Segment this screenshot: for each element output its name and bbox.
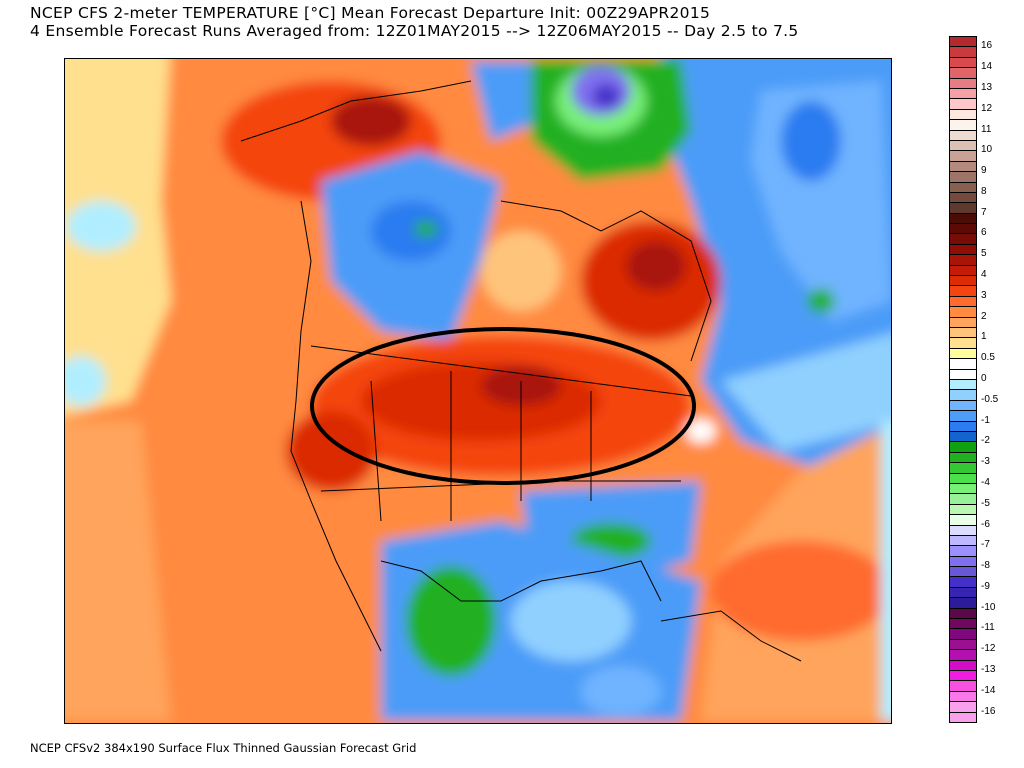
colorbar-label: 12 <box>981 102 993 114</box>
colorbar-label: 9 <box>981 165 987 177</box>
colorbar-label: 6 <box>981 227 987 239</box>
footer-caption: NCEP CFSv2 384x190 Surface Flux Thinned … <box>30 741 417 755</box>
colorbar-label: 0 <box>981 373 987 384</box>
colorbar-legend: 16 14 13 12 11 10 9 8 7 6 5 4 3 2 1 0.5 0 -0.5 -1 -2 -3 -4 -5 -… <box>949 36 1020 726</box>
colorbar-label: -3 <box>981 456 990 468</box>
colorbar-label: -0.5 <box>981 393 999 405</box>
colorbar-label: -11 <box>981 622 995 634</box>
colorbar-label: -7 <box>981 539 990 551</box>
colorbar-label: -5 <box>981 497 990 509</box>
colorbar-label: 5 <box>981 248 987 260</box>
colorbar-label: -13 <box>981 664 996 676</box>
colorbar-label: 10 <box>981 144 993 156</box>
colorbar-label: -14 <box>981 684 996 696</box>
colorbar-label: -12 <box>981 643 996 655</box>
colorbar-label: 7 <box>981 206 987 218</box>
map-title: NCEP CFS 2-meter TEMPERATURE [°C] Mean F… <box>30 4 711 22</box>
colorbar-label: -8 <box>981 560 990 572</box>
temperature-anomaly-map <box>64 58 892 724</box>
colorbar-label: -16 <box>981 705 996 717</box>
colorbar-label: -9 <box>981 580 990 592</box>
colorbar-label: -1 <box>981 414 990 426</box>
highlight-ellipse-annotation <box>310 327 696 485</box>
colorbar-label: 16 <box>981 40 993 52</box>
colorbar-label: 13 <box>981 81 993 93</box>
colorbar-swatch <box>949 711 977 723</box>
colorbar-label: 4 <box>981 269 987 281</box>
colorbar-label: 8 <box>981 185 987 197</box>
colorbar-label: 11 <box>981 123 992 135</box>
colorbar-label: -2 <box>981 435 990 447</box>
colorbar-label: -10 <box>981 601 996 613</box>
colorbar-label: 0.5 <box>981 352 995 364</box>
coastlines-and-borders <box>240 80 802 662</box>
colorbar-label: -4 <box>981 476 990 488</box>
colorbar-label: 1 <box>981 331 987 343</box>
colorbar-label: 14 <box>981 61 993 73</box>
colorbar-label: 3 <box>981 289 987 301</box>
map-field <box>65 59 891 723</box>
colorbar-label: 2 <box>981 310 987 322</box>
colorbar-label: -6 <box>981 518 990 530</box>
map-subtitle: 4 Ensemble Forecast Runs Averaged from: … <box>30 22 799 40</box>
